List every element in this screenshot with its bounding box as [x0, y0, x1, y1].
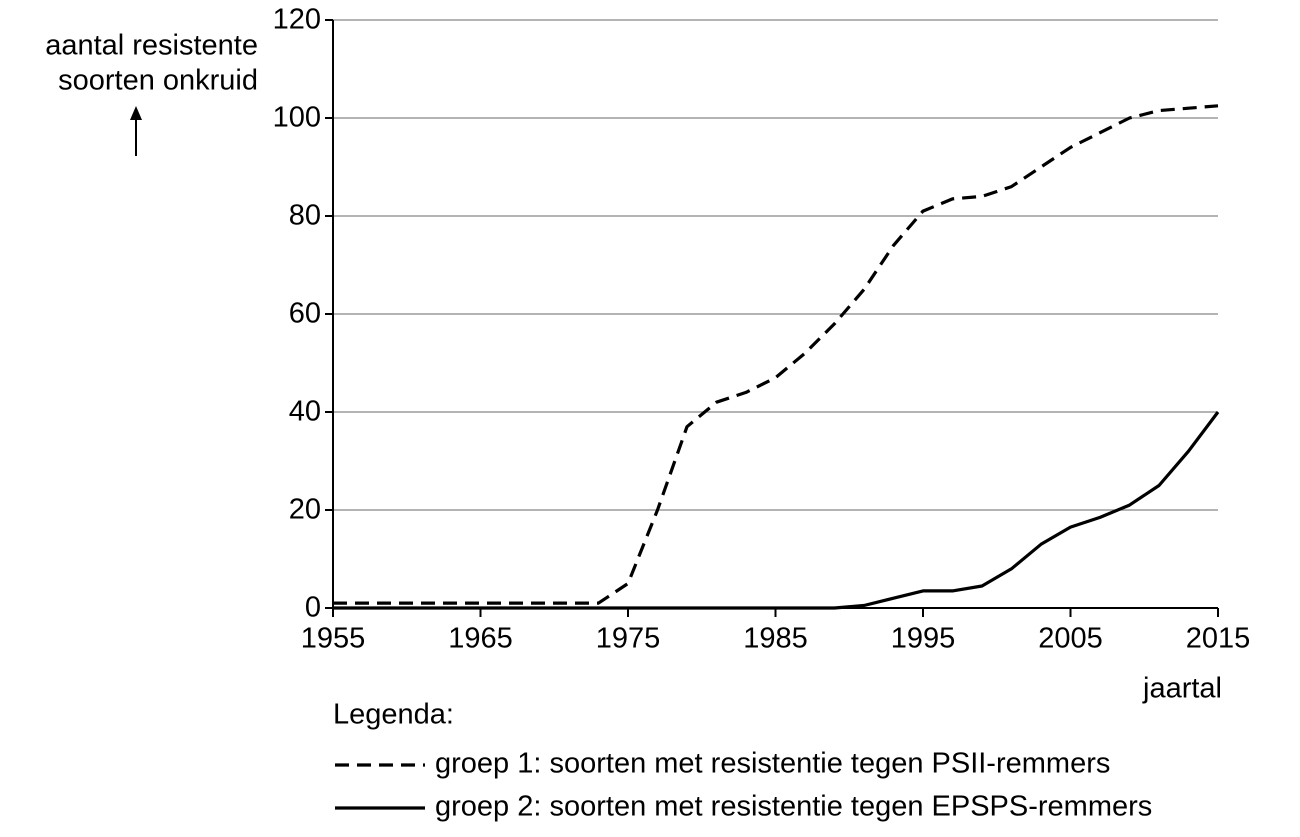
x-tick-label: 2015: [1186, 623, 1251, 655]
y-axis-label: aantal resistente: [45, 30, 258, 62]
y-tick-label: 120: [273, 4, 321, 36]
y-tick-label: 60: [289, 298, 321, 330]
x-tick-label: 1995: [891, 623, 956, 655]
legend-title: Legenda:: [333, 699, 454, 731]
legend-label: groep 1: soorten met resistentie tegen P…: [435, 748, 1110, 780]
y-tick-label: 40: [289, 396, 321, 428]
y-arrow-head: [130, 106, 142, 120]
y-tick-label: 0: [305, 592, 321, 624]
y-tick-label: 100: [273, 102, 321, 134]
series-line: [333, 411, 1220, 610]
legend-label: groep 2: soorten met resistentie tegen E…: [435, 791, 1152, 823]
series-line: [333, 104, 1219, 605]
x-tick-label: 1965: [448, 623, 513, 655]
x-axis-label: jaartal: [1142, 673, 1222, 705]
x-tick-label: 2005: [1038, 623, 1103, 655]
y-tick-label: 80: [289, 200, 321, 232]
y-tick-label: 20: [289, 494, 321, 526]
x-tick-label: 1975: [596, 623, 661, 655]
x-tick-label: 1985: [743, 623, 808, 655]
y-axis-label: soorten onkruid: [58, 65, 258, 97]
x-tick-label: 1955: [301, 623, 366, 655]
